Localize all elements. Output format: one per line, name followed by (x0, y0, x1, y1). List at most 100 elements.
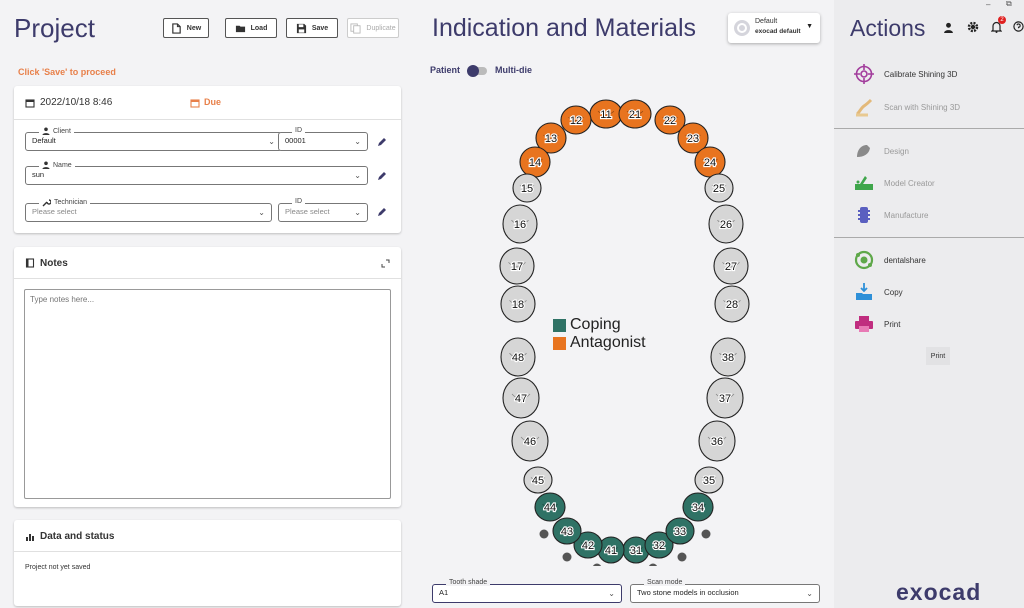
tooth-shape (665, 517, 695, 545)
scan-mode-select[interactable]: Scan mode Two stone models in occlusion … (630, 579, 820, 603)
tooth-groove (629, 547, 643, 552)
tooth-shape (710, 337, 746, 377)
tooth-number: 28 (726, 299, 738, 311)
tooth-number: 41 (605, 545, 617, 557)
tooth-shape (694, 466, 724, 494)
tooth-groove (722, 262, 740, 268)
tooth-44[interactable]: 44 (534, 492, 566, 522)
tooth-41[interactable]: 41 (597, 536, 625, 564)
tooth-groove (559, 528, 575, 533)
tooth-42[interactable]: 42 (573, 531, 603, 559)
tooth-18[interactable]: 18 (500, 285, 536, 323)
tooth-35[interactable]: 35 (694, 466, 724, 494)
action-print[interactable]: Print (854, 312, 1019, 336)
tooth-number: 43 (561, 526, 573, 538)
exocad-logo: exocad (896, 579, 982, 605)
tooth-number: 24 (704, 157, 716, 169)
chevron-down-icon: ⌄ (608, 589, 615, 598)
tooth-31[interactable]: 31 (622, 536, 650, 564)
technician-id-placeholder: Please select (285, 207, 330, 216)
tooth-15[interactable]: 15 (512, 173, 542, 203)
tooth-shape (523, 466, 553, 494)
tooth-36[interactable]: 36 (698, 420, 736, 462)
help-icon[interactable] (1013, 21, 1024, 32)
tooth-marker-dot (562, 552, 572, 562)
action-model-creator[interactable]: Model Creator (854, 171, 1019, 195)
tooth-number: 36 (711, 436, 723, 448)
restore-window-icon[interactable]: ⧉ (1006, 0, 1012, 8)
tooth-16[interactable]: 16 (502, 204, 538, 244)
tooth-shade-select[interactable]: Tooth shade A1 ⌄ (432, 579, 622, 603)
patient-multidie-toggle[interactable] (466, 64, 487, 77)
notes-textarea[interactable] (24, 289, 391, 499)
tooth-28[interactable]: 28 (714, 285, 750, 323)
expand-icon[interactable] (381, 259, 390, 268)
tooth-number: 46 (524, 436, 536, 448)
minimize-window-icon[interactable]: – (986, 0, 991, 9)
tooth-11[interactable]: 11 (589, 99, 623, 129)
tooth-number: 32 (653, 540, 665, 552)
save-button-label: Save (311, 24, 329, 32)
action-manufacture[interactable]: Manufacture (854, 203, 1019, 227)
tooth-number: 17 (511, 261, 523, 273)
tooth-groove (519, 184, 535, 190)
tooth-21[interactable]: 21 (618, 99, 652, 129)
tooth-33[interactable]: 33 (665, 517, 695, 545)
bell-icon[interactable] (991, 21, 1002, 33)
tooth-17[interactable]: 17 (499, 247, 535, 285)
action-copy[interactable]: Copy (854, 280, 1019, 304)
duplicate-button[interactable]: Duplicate (347, 18, 399, 38)
tooth-groove (509, 300, 527, 306)
action-dentalshare[interactable]: dentalshare (854, 248, 1019, 272)
tooth-13[interactable]: 13 (535, 122, 567, 154)
save-button[interactable]: Save (286, 18, 338, 38)
tooth-25[interactable]: 25 (704, 173, 734, 203)
client-id-select[interactable]: ID 00001 ⌄ (278, 127, 368, 151)
tooth-26[interactable]: 26 (708, 204, 744, 244)
action-design[interactable]: Design (854, 139, 1019, 163)
tooth-12[interactable]: 12 (560, 105, 592, 135)
load-button[interactable]: Load (225, 18, 277, 38)
action-calibrate-shining-3d[interactable]: Calibrate Shining 3D (854, 62, 1019, 86)
tooth-14[interactable]: 14 (519, 146, 551, 178)
tooth-43[interactable]: 43 (552, 517, 582, 545)
client-select[interactable]: Client Default ⌄ (25, 127, 282, 151)
tooth-45[interactable]: 45 (523, 466, 553, 494)
tooth-47[interactable]: 47 (502, 377, 540, 419)
tooth-shape (500, 285, 536, 323)
print-button[interactable]: Print (926, 347, 950, 365)
profile-dropdown[interactable]: Default exocad default ▼ (728, 13, 820, 43)
edit-technician-pencil-icon[interactable] (376, 206, 388, 218)
tooth-groove (527, 158, 543, 164)
legend-coping: Coping (553, 316, 646, 334)
toggle-left-label: Patient (430, 65, 461, 75)
technician-id-select[interactable]: ID Please select ⌄ (278, 198, 368, 222)
tooth-32[interactable]: 32 (644, 531, 674, 559)
tooth-shape (714, 285, 750, 323)
user-icon[interactable] (943, 22, 954, 33)
tooth-34[interactable]: 34 (682, 492, 714, 522)
tooth-22[interactable]: 22 (654, 105, 686, 135)
tooth-27[interactable]: 27 (713, 247, 749, 285)
gear-icon[interactable] (967, 21, 979, 33)
tooth-37[interactable]: 37 (706, 377, 744, 419)
tooth-38[interactable]: 38 (710, 337, 746, 377)
wrench-icon (42, 199, 51, 207)
edit-client-pencil-icon[interactable] (376, 136, 388, 148)
technician-select[interactable]: Technician Please select ⌄ (25, 198, 272, 222)
project-info-card: 2022/10/18 8:46 Due Client Default ⌄ ID … (14, 86, 401, 233)
edit-name-pencil-icon[interactable] (376, 170, 388, 182)
tooth-groove (711, 184, 727, 190)
action-scan-with-shining-3d[interactable]: Scan with Shining 3D (854, 95, 1019, 119)
tooth-23[interactable]: 23 (677, 122, 709, 154)
tooth-24[interactable]: 24 (694, 146, 726, 178)
tooth-48[interactable]: 48 (500, 337, 536, 377)
actions-separator (834, 128, 1024, 129)
name-select[interactable]: Name sun ⌄ (25, 161, 368, 185)
tooth-number: 37 (719, 393, 731, 405)
scan-mode-legend: Scan mode (647, 579, 683, 586)
tooth-number: 38 (722, 352, 734, 364)
tooth-shape (500, 337, 536, 377)
new-button[interactable]: New (163, 18, 209, 38)
tooth-46[interactable]: 46 (511, 420, 549, 462)
